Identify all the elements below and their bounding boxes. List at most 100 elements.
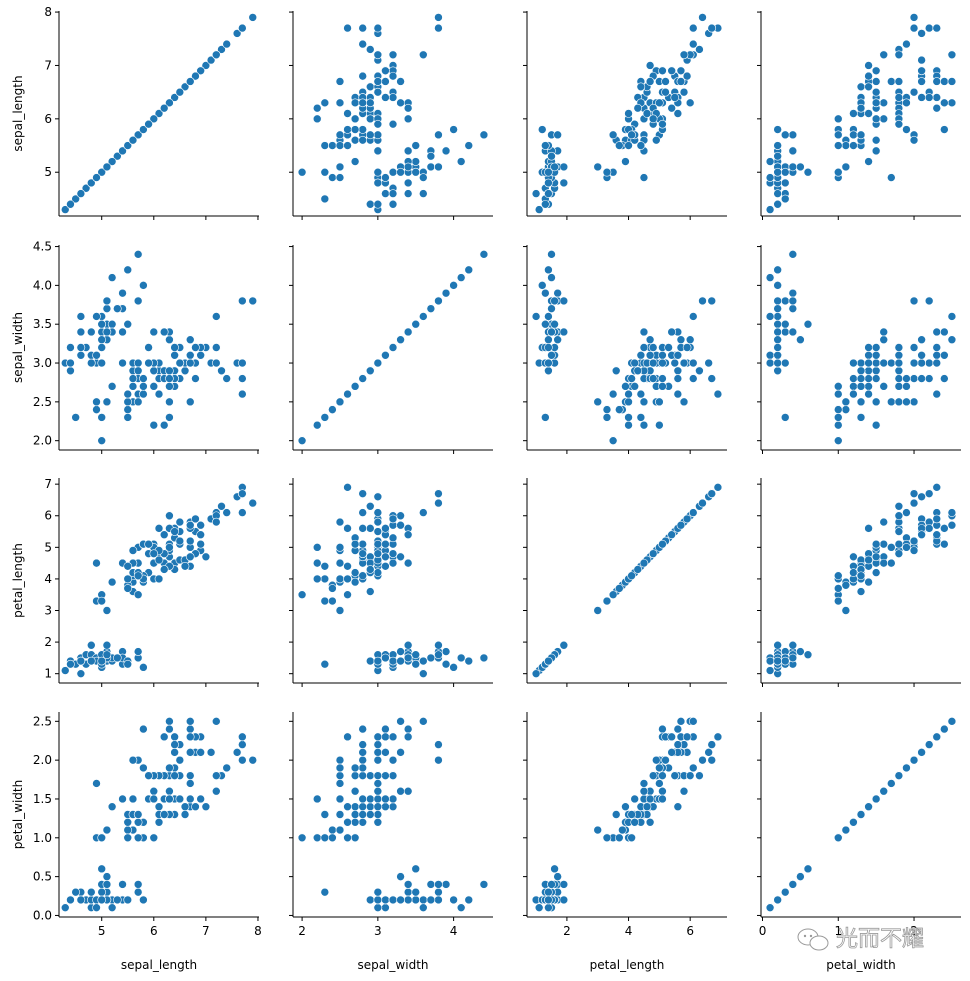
scatter-point (396, 167, 405, 177)
scatter-point (803, 864, 813, 874)
scatter-point (636, 82, 646, 92)
scatter-points (297, 717, 489, 912)
scatter-point (97, 358, 107, 368)
scatter-point (222, 508, 232, 517)
scatter-point (698, 755, 707, 765)
scatter-point (924, 93, 934, 102)
scatter-point (547, 250, 556, 259)
scatter-point (871, 374, 881, 383)
scatter-point (894, 358, 904, 368)
scatter-point (673, 724, 683, 734)
scatter-point (479, 250, 489, 259)
scatter-point (411, 887, 421, 897)
scatter-point (534, 903, 544, 912)
scatter-point (673, 802, 683, 812)
scatter-point (636, 389, 646, 399)
scatter-points (765, 13, 957, 214)
scatter-point (902, 397, 911, 407)
scatter-point (909, 489, 919, 498)
scatter-point (909, 23, 919, 33)
scatter-point (627, 130, 636, 140)
scatter-point (773, 125, 782, 134)
wechat-icon (797, 928, 829, 951)
scatter-point (624, 141, 633, 150)
scatter-points (531, 483, 723, 678)
scatter-point (917, 748, 926, 757)
scatter-point (765, 358, 775, 368)
scatter-point (871, 114, 881, 124)
scatter-point (917, 335, 926, 345)
scatter-point (165, 397, 174, 407)
scatter-point (624, 413, 633, 422)
scatter-point (71, 887, 80, 897)
x-axis-label-petal_length: petal_length (590, 958, 665, 972)
scatter-point (673, 389, 683, 399)
scatter-point (358, 23, 368, 33)
scatter-point (593, 397, 603, 407)
scatter-point (856, 397, 866, 407)
scatter-point (411, 141, 421, 150)
scatter-point (667, 66, 676, 76)
scatter-point (796, 162, 805, 172)
scatter-point (879, 327, 889, 337)
scatter-point (92, 558, 101, 568)
scatter-point (211, 358, 221, 368)
scatter-point (886, 558, 896, 568)
scatter-point (773, 281, 782, 290)
scatter-point (350, 786, 360, 796)
scatter-point (312, 794, 322, 804)
scatter-point (381, 794, 390, 804)
scatter-point (833, 130, 843, 140)
scatter-point (608, 130, 618, 140)
scatter-point (373, 771, 383, 780)
scatter-point (128, 755, 138, 765)
scatter-point (373, 358, 383, 368)
scatter-point (102, 162, 112, 172)
scatter-point (373, 755, 383, 765)
scatter-point (175, 755, 185, 765)
scatter-point (464, 656, 474, 666)
scatter-point (773, 895, 782, 905)
panel-sepal_width-vs-petal_length (523, 245, 727, 454)
scatter-point (217, 45, 226, 54)
scatter-point (544, 189, 553, 198)
scatter-point (434, 162, 443, 172)
scatter-point (698, 13, 707, 22)
pairplot-axis-labels: sepal_length sepal_width petal_length petal… (11, 75, 896, 972)
scatter-point (133, 833, 143, 843)
scatter-point (627, 833, 636, 843)
scatter-point (165, 543, 174, 552)
scatter-point (673, 109, 683, 118)
scatter-point (418, 903, 428, 912)
scatter-point (924, 740, 934, 749)
scatter-point (707, 755, 717, 765)
scatter-point (396, 895, 405, 905)
scatter-point (92, 405, 101, 414)
y-tick-label: 2.5 (33, 395, 52, 409)
scatter-point (676, 77, 686, 86)
scatter-point (133, 817, 143, 827)
scatter-point (358, 39, 368, 49)
scatter-point (621, 802, 630, 812)
scatter-point (621, 157, 630, 166)
scatter-point (133, 296, 143, 306)
scatter-point (149, 327, 159, 337)
scatter-point (343, 732, 352, 742)
scatter-point (133, 590, 143, 600)
scatter-point (608, 590, 618, 600)
scatter-point (627, 571, 636, 581)
scatter-point (886, 358, 896, 368)
scatter-point (593, 162, 603, 172)
scatter-point (679, 50, 689, 60)
scatter-point (211, 343, 221, 352)
scatter-point (248, 498, 258, 508)
scatter-point (864, 389, 873, 399)
scatter-point (191, 71, 200, 81)
scatter-point (201, 61, 211, 70)
x-tick-label: 8 (254, 924, 262, 938)
scatter-point (328, 833, 337, 843)
scatter-point (871, 397, 881, 407)
scatter-point (373, 492, 383, 502)
scatter-point (765, 312, 775, 321)
scatter-point (144, 343, 153, 352)
